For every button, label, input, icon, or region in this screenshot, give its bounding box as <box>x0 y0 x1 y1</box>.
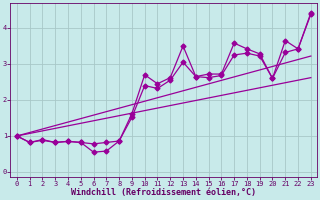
X-axis label: Windchill (Refroidissement éolien,°C): Windchill (Refroidissement éolien,°C) <box>71 188 256 197</box>
